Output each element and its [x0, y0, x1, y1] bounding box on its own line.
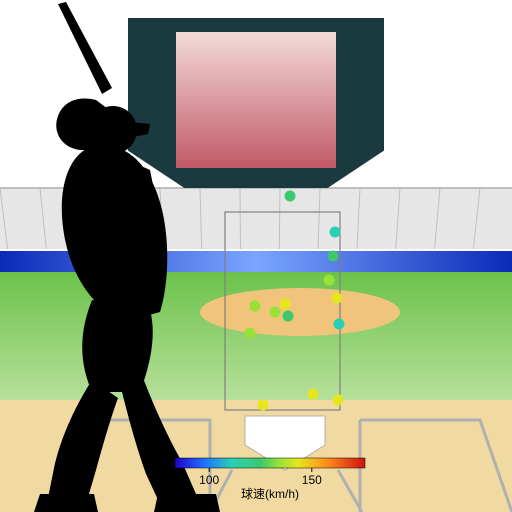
pitch-marker [245, 328, 256, 339]
pitch-marker [330, 227, 341, 238]
colorbar [175, 458, 365, 468]
scoreboard-screen [176, 32, 336, 168]
pitch-marker [285, 191, 296, 202]
pitch-marker [333, 395, 344, 406]
pitch-marker [308, 389, 319, 400]
pitch-location-chart: 100 150球速(km/h) [0, 0, 512, 512]
colorbar-tick-label: 150 [302, 473, 322, 487]
pitch-marker [270, 307, 281, 318]
pitch-marker [334, 319, 345, 330]
pitch-marker [280, 299, 291, 310]
pitch-marker [283, 311, 294, 322]
pitch-marker [250, 301, 261, 312]
pitch-marker [258, 400, 269, 411]
colorbar-axis-label: 球速(km/h) [241, 487, 299, 501]
pitch-marker [324, 275, 335, 286]
pitch-marker [332, 293, 343, 304]
mound [200, 288, 400, 336]
pitch-marker [328, 251, 339, 262]
colorbar-tick-label: 100 [199, 473, 219, 487]
